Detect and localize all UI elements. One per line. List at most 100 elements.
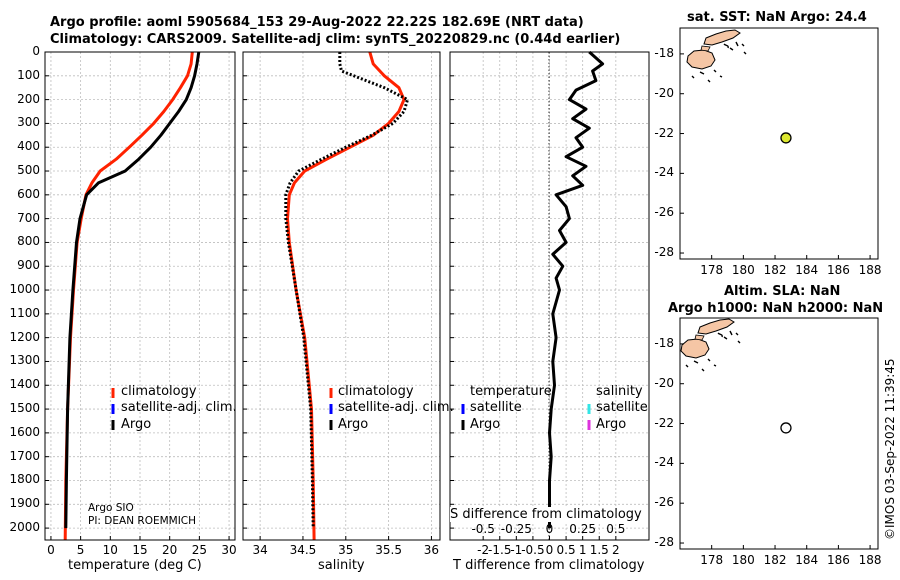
temperature-legend-markers [111, 388, 115, 430]
x-tick-label: 34.5 [289, 543, 317, 557]
s-diff-tick-label: 0.25 [569, 522, 597, 536]
diff-legend-salinity-header: salinity [596, 384, 643, 399]
salinity-legend-markers [329, 388, 333, 430]
map-latitude-label: -18 [654, 335, 674, 350]
x-tick-label: 10 [102, 543, 118, 557]
depth-tick-label: 500 [17, 163, 40, 178]
legend-satellite-label: satellite-adj. clim. [121, 400, 237, 415]
diff-legend-salinity-markers [587, 404, 591, 430]
x-tick-label: -2 [477, 543, 490, 557]
s-diff-tick-label: 0.5 [606, 522, 626, 536]
credit-float-owner: Argo SIO [88, 502, 134, 514]
altimetry-map-title: Altim. SLA: NaN [724, 284, 841, 299]
map-longitude-label: 182 [763, 263, 787, 277]
x-tick-label: 35.5 [375, 543, 402, 557]
viti-levu-island [680, 338, 710, 359]
diff-legend-temperature-markers [461, 404, 465, 430]
temperature-axis-label: temperature (deg C) [68, 558, 202, 573]
depth-tick-label: 1800 [9, 472, 40, 487]
x-tick-label: 36 [423, 543, 440, 557]
argo-series-line [548, 50, 605, 529]
small-island [700, 45, 711, 52]
x-tick-label: 2 [612, 543, 620, 557]
map-latitude-label: -20 [654, 375, 674, 390]
depth-tick-label: 300 [17, 115, 40, 130]
x-tick-label: 5 [76, 543, 85, 557]
altimetry-map-frame [679, 317, 879, 550]
sst-map-frame [679, 27, 879, 260]
map-latitude-label: -26 [654, 205, 674, 220]
legend-argo-label: Argo [121, 417, 152, 432]
depth-tick-label: 400 [17, 139, 40, 154]
x-tick-label: 1 [578, 543, 587, 557]
diff-legend-temperature-header: temperature [470, 384, 552, 399]
argo-location-marker [780, 132, 792, 144]
map-longitude-label: 180 [731, 553, 755, 567]
s-difference-axis-label: S difference from climatology [450, 507, 642, 522]
s-diff-tick-label: 0 [545, 522, 554, 536]
sst-map-title: sat. SST: NaN Argo: 24.4 [687, 10, 867, 25]
diff-legend-s-satellite-label: satellite [596, 400, 648, 415]
temperature-plot-frame [44, 51, 236, 541]
s-diff-tick-label: -0.25 [500, 522, 532, 536]
depth-tick-label: 100 [17, 67, 40, 82]
x-tick-label: 15 [132, 543, 148, 557]
legend-climatology-label: climatology [121, 384, 197, 399]
depth-tick-label: 1900 [9, 496, 40, 511]
argo-location-marker [780, 422, 792, 434]
map-landmass [680, 318, 741, 372]
depth-tick-label: 1700 [9, 448, 40, 463]
figure-title-line1: Argo profile: aoml 5905684_153 29-Aug-20… [50, 15, 584, 30]
depth-tick-label: 900 [17, 258, 40, 273]
map-latitude-label: -24 [654, 455, 674, 470]
map-longitude-label: 182 [763, 553, 787, 567]
legend-climatology-label: climatology [338, 384, 414, 399]
depth-tick-label: 1600 [9, 424, 40, 439]
map-latitude-label: -26 [654, 495, 674, 510]
x-tick-label: 35 [338, 543, 354, 557]
map-longitude-label: 188 [858, 553, 882, 567]
x-tick-label: -1.5 [488, 543, 512, 557]
vanua-levu-island [703, 29, 741, 46]
depth-tick-label: 800 [17, 234, 40, 249]
depth-tick-label: 2000 [9, 520, 40, 535]
depth-tick-label: 1300 [9, 353, 40, 368]
map-longitude-label: 184 [795, 553, 819, 567]
legend-argo-label: Argo [338, 417, 369, 432]
credit-pi: PI: DEAN ROEMMICH [88, 515, 197, 527]
salinity-plot-frame [242, 51, 441, 541]
legend-satellite-label: satellite-adj. clim. [338, 400, 454, 415]
x-tick-label: -1 [510, 543, 523, 557]
difference-plot-frame [449, 51, 650, 541]
map-latitude-label: -22 [654, 415, 674, 430]
depth-tick-label: 1500 [9, 401, 40, 416]
argo-series-line [284, 52, 409, 529]
vanua-levu-island [697, 318, 735, 335]
x-tick-label: 0 [545, 543, 554, 557]
map-longitude-label: 186 [826, 553, 850, 567]
depth-tick-label: 700 [17, 210, 40, 225]
depth-tick-label: 0 [32, 44, 40, 58]
small-islands-outline [685, 330, 741, 372]
map-longitude-label: 178 [700, 263, 724, 277]
map-latitude-label: -24 [654, 165, 674, 180]
t-difference-axis-label: T difference from climatology [453, 558, 645, 573]
map-landmass [686, 29, 747, 83]
x-tick-label: 0.5 [556, 543, 576, 557]
imos-watermark: ©IMOS 03-Sep-2022 11:39:45 [883, 358, 897, 540]
diff-legend-s-argo-label: Argo [596, 417, 627, 432]
depth-tick-label: 600 [17, 186, 40, 201]
s-diff-tick-label: -0.5 [471, 522, 495, 536]
map-latitude-label: -22 [654, 125, 674, 140]
depth-tick-label: 200 [17, 91, 40, 106]
map-longitude-label: 188 [858, 263, 882, 277]
x-tick-label: 20 [162, 543, 178, 557]
map-longitude-label: 180 [731, 263, 755, 277]
viti-levu-island [686, 49, 716, 70]
salinity-axis-label: salinity [318, 558, 365, 573]
x-tick-label: 34 [252, 543, 268, 557]
